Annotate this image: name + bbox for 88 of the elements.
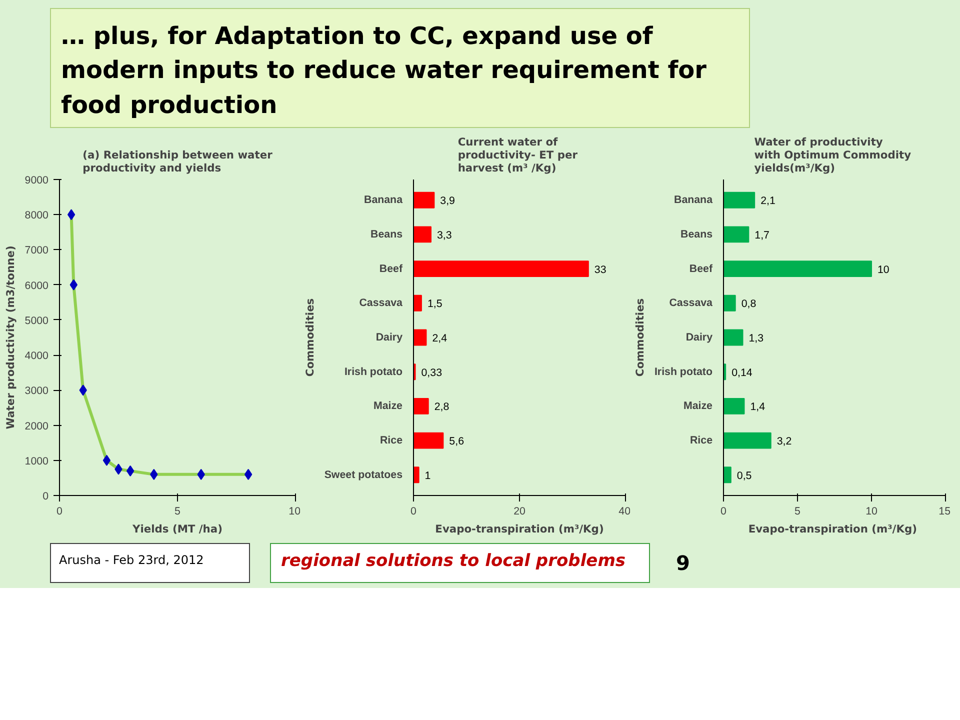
bar: [724, 432, 772, 449]
y-tick-label: 9000: [24, 174, 49, 186]
point: [126, 465, 134, 476]
x-tick-label: 15: [938, 506, 951, 518]
data-label: 2,4: [432, 332, 448, 344]
data-label: 0,5: [736, 470, 752, 482]
bar: [724, 329, 744, 346]
text: Arusha - Feb 23rd, 2012: [59, 552, 204, 569]
chart-title: (a) Relationship between water productivity and yields: [82, 148, 274, 174]
y-tick-label: 5000: [24, 314, 49, 327]
text: regional solutions to local problems: [281, 550, 626, 573]
point: [102, 454, 111, 466]
data-label: 5,6: [449, 436, 464, 448]
y-axis-title: Commodities: [633, 298, 646, 377]
y-tick-label: 3000: [24, 385, 49, 398]
data-label: 3,2: [776, 436, 792, 448]
bar: [724, 226, 750, 243]
y-axis-title: Commodities: [303, 298, 316, 377]
y-tick-label: Irish potato: [654, 366, 713, 378]
data-label: 1,4: [750, 401, 766, 414]
bar: [414, 398, 429, 414]
y-tick-label: Rice: [380, 434, 403, 447]
point: [67, 209, 76, 220]
y-tick-label: 0: [42, 490, 49, 502]
y-tick-label: Banana: [364, 194, 403, 206]
data-label: 0,33: [421, 366, 442, 379]
data-label: 1: [424, 470, 431, 482]
bar: [414, 260, 589, 278]
point: [244, 468, 252, 480]
data-label: 1,5: [427, 298, 442, 310]
chart-title: Current water of productivity- ET per harvest (m³ /Kg): [458, 136, 578, 174]
x-tick-label: 0: [410, 506, 417, 518]
y-tick-label: 4000: [24, 350, 49, 362]
bar: [414, 226, 432, 243]
y-axis-title: Water productivity (m3/tonne): [4, 246, 17, 430]
x-tick-label: 0: [720, 506, 727, 518]
bar: [724, 398, 745, 414]
data-label: 1,7: [754, 229, 770, 242]
x-axis-title: Evapo-transpiration (m³/Kg): [435, 522, 604, 536]
y-tick-label: Beans: [370, 228, 403, 240]
x-tick-label: 40: [618, 506, 631, 518]
x-axis-title: Evapo-transpiration (m³/Kg): [748, 522, 917, 536]
bar: [724, 466, 732, 484]
bar: [414, 294, 422, 312]
bar: [724, 192, 756, 208]
data-label: 33: [594, 264, 606, 276]
bar: [724, 294, 736, 312]
bar: [414, 466, 420, 484]
y-tick-label: Rice: [690, 434, 713, 447]
bar: [724, 260, 872, 278]
data-label: 2,1: [760, 195, 776, 208]
data-label: 1,3: [748, 332, 764, 344]
y-tick-label: Maize: [373, 400, 403, 412]
data-label: 10: [878, 264, 890, 276]
data-label: 0,14: [732, 366, 752, 379]
y-tick-label: Irish potato: [344, 366, 403, 378]
x-tick-label: 0: [56, 506, 63, 518]
y-tick-label: 6000: [24, 280, 49, 292]
data-label: 3,9: [440, 195, 456, 208]
chart-title: Water of productivity with Optimum Commodity yields(m³/Kg): [754, 136, 912, 174]
data-label: 3,3: [436, 229, 452, 242]
bar: [414, 329, 427, 346]
y-tick-label: Beef: [379, 262, 403, 275]
x-tick-label: 5: [794, 506, 801, 518]
y-tick-label: Cassava: [359, 297, 403, 310]
bar: [414, 192, 435, 208]
y-tick-label: Dairy: [376, 332, 403, 344]
x-tick-label: 10: [866, 506, 878, 518]
text: 9: [676, 550, 690, 577]
y-tick-label: Dairy: [686, 332, 713, 344]
bar: [414, 432, 444, 449]
y-tick-label: 8000: [24, 210, 49, 222]
y-tick-label: 7000: [24, 244, 49, 257]
y-tick-label: Cassava: [669, 297, 713, 310]
text: … plus, for Adaptation to CC, expand use of modern inputs to reduce water requirement for food production: [61, 22, 706, 119]
x-tick-label: 5: [174, 506, 181, 518]
y-tick-label: Beef: [689, 262, 713, 275]
y-tick-label: Maize: [683, 400, 713, 412]
y-tick-label: Beans: [680, 228, 713, 240]
y-tick-label: 1000: [24, 455, 49, 468]
y-tick-label: Sweet potatoes: [324, 468, 403, 481]
x-axis-title: Yields (MT /ha): [132, 522, 222, 536]
x-tick-label: 10: [288, 506, 301, 518]
y-tick-label: 2000: [24, 420, 49, 432]
data-label: 0,8: [741, 298, 756, 310]
data-label: 2,8: [434, 401, 450, 414]
x-tick-label: 20: [514, 506, 526, 518]
y-tick-label: Banana: [674, 194, 713, 206]
